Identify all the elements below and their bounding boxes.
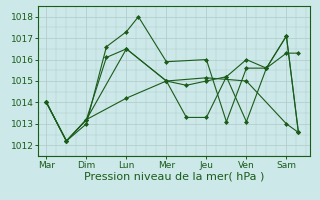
X-axis label: Pression niveau de la mer( hPa ): Pression niveau de la mer( hPa ) (84, 171, 265, 181)
